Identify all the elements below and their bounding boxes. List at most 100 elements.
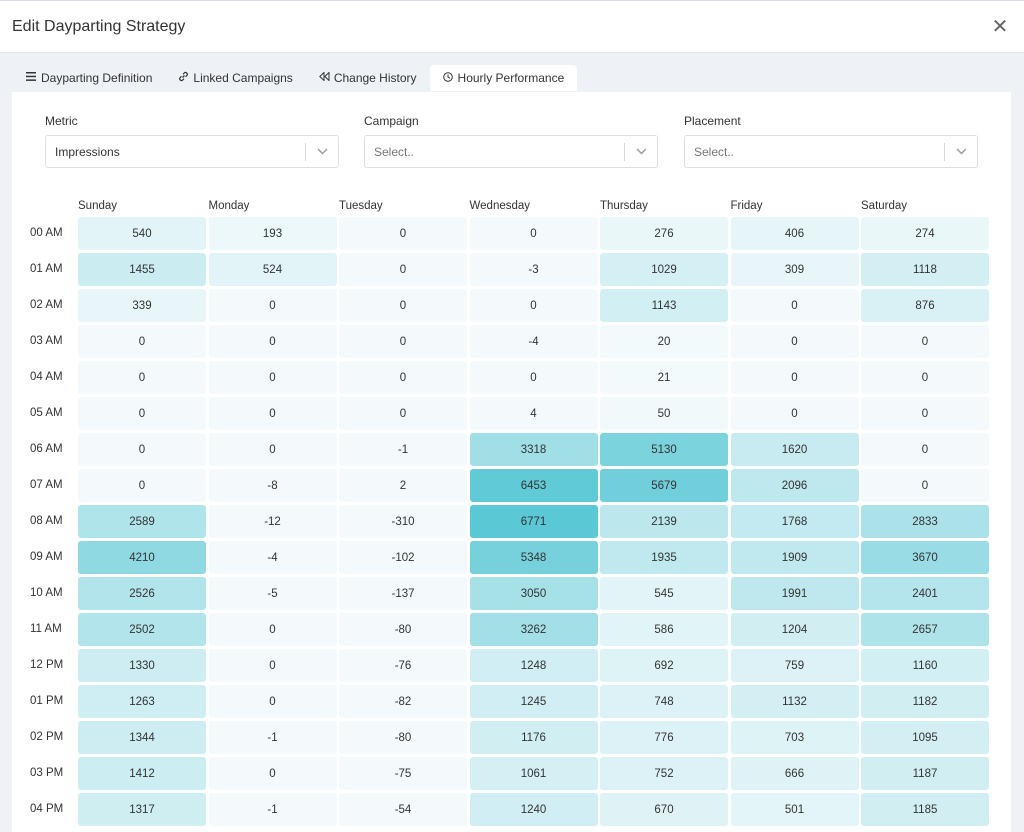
heatmap-cell: 0 <box>208 289 337 322</box>
menu-icon <box>26 72 36 84</box>
heatmap-cell: -80 <box>339 613 467 646</box>
heatmap-cell: 1935 <box>600 541 728 574</box>
heatmap-cell: 5348 <box>469 541 598 574</box>
heatmap-cell: 0 <box>339 289 467 322</box>
heatmap-cell: 276 <box>600 217 728 250</box>
heatmap-cell: 1185 <box>861 793 989 826</box>
heatmap-cell: 2833 <box>861 505 989 538</box>
heatmap-cell: 703 <box>730 721 859 754</box>
heatmap-cell: 0 <box>861 325 989 358</box>
heatmap-cell: 2096 <box>730 469 859 502</box>
heatmap-cell: 0 <box>469 289 598 322</box>
hour-label: 02 PM <box>30 731 64 743</box>
heatmap-cell: 524 <box>208 253 337 286</box>
campaign-label: Campaign <box>364 114 419 128</box>
heatmap-cell: 1118 <box>861 253 989 286</box>
metric-select[interactable]: Impressions <box>45 135 339 168</box>
close-icon[interactable]: ✕ <box>991 15 1009 38</box>
tab-label: Change History <box>333 71 417 85</box>
day-header-saturday: Saturday <box>861 200 908 212</box>
heatmap-cell: 0 <box>78 361 206 394</box>
heatmap-cell: -75 <box>339 757 467 790</box>
heatmap-cell: 2139 <box>600 505 728 538</box>
heatmap-cell: 0 <box>861 469 989 502</box>
heatmap-cell: 274 <box>861 217 989 250</box>
heatmap-cell: 5130 <box>600 433 728 466</box>
hour-label: 04 AM <box>30 371 63 383</box>
hour-label: 09 AM <box>30 551 63 563</box>
heatmap-cell: 0 <box>78 397 206 430</box>
placement-label: Placement <box>684 114 741 128</box>
heatmap-cell: -1 <box>208 793 337 826</box>
campaign-select[interactable]: Select.. <box>364 135 658 168</box>
hour-label: 01 PM <box>30 695 64 707</box>
heatmap-cell: -80 <box>339 721 467 754</box>
heatmap-cell: 1143 <box>600 289 728 322</box>
heatmap-cell: 0 <box>730 361 859 394</box>
tab-bar: Dayparting Definition Linked Campaigns C… <box>0 53 1024 91</box>
heatmap-cell: 0 <box>208 685 337 718</box>
modal-title: Edit Dayparting Strategy <box>12 17 186 35</box>
heatmap-cell: 1029 <box>600 253 728 286</box>
heatmap-cell: -5 <box>208 577 337 610</box>
tab-label: Hourly Performance <box>457 71 565 85</box>
heatmap-cell: -3 <box>469 253 598 286</box>
heatmap-cell: 0 <box>339 253 467 286</box>
hour-label: 00 AM <box>30 227 63 239</box>
heatmap-cell: 20 <box>600 325 728 358</box>
heatmap-cell: 1176 <box>469 721 598 754</box>
tab-change-history[interactable]: Change History <box>306 65 430 91</box>
heatmap-cell: 2401 <box>861 577 989 610</box>
hour-label: 02 AM <box>30 299 63 311</box>
day-header-friday: Friday <box>730 200 763 212</box>
hour-label: 03 PM <box>30 767 64 779</box>
heatmap-cell: 1991 <box>730 577 859 610</box>
heatmap-cell: 1768 <box>730 505 859 538</box>
heatmap-cell: 2657 <box>861 613 989 646</box>
heatmap-cell: 21 <box>600 361 728 394</box>
placement-filter: Placement Select.. <box>684 114 978 168</box>
metric-filter: Metric Impressions <box>45 114 339 168</box>
heatmap-cell: 1061 <box>469 757 598 790</box>
heatmap-cell: 1317 <box>78 793 206 826</box>
heatmap-cell: 0 <box>339 217 467 250</box>
heatmap-cell: -82 <box>339 685 467 718</box>
heatmap-cell: 3262 <box>469 613 598 646</box>
heatmap-cell: -102 <box>339 541 467 574</box>
heatmap-cell: 50 <box>600 397 728 430</box>
hour-label: 05 AM <box>30 407 63 419</box>
heatmap-cell: 0 <box>208 649 337 682</box>
placement-placeholder: Select.. <box>694 144 735 159</box>
heatmap-cell: 1412 <box>78 757 206 790</box>
heatmap-cell: 1344 <box>78 721 206 754</box>
heatmap-cell: 0 <box>208 433 337 466</box>
heatmap-cell: 406 <box>730 217 859 250</box>
day-header-wednesday: Wednesday <box>469 200 531 212</box>
heatmap-cell: -4 <box>469 325 598 358</box>
hour-label: 10 AM <box>30 587 63 599</box>
tab-linked-campaigns[interactable]: Linked Campaigns <box>165 65 305 91</box>
heatmap-cell: 6453 <box>469 469 598 502</box>
heatmap-cell: 0 <box>208 397 337 430</box>
tab-label: Dayparting Definition <box>41 71 153 85</box>
hour-label: 04 PM <box>30 803 64 815</box>
heatmap-cell: 0 <box>469 361 598 394</box>
heatmap-cell: -137 <box>339 577 467 610</box>
heatmap-cell: -8 <box>208 469 337 502</box>
heatmap-cell: 752 <box>600 757 728 790</box>
heatmap-cell: 309 <box>730 253 859 286</box>
day-header-monday: Monday <box>208 200 250 212</box>
chevron-down-icon <box>306 148 338 155</box>
heatmap-cell: 540 <box>78 217 206 250</box>
heatmap-cell: 0 <box>730 397 859 430</box>
placement-select[interactable]: Select.. <box>684 135 978 168</box>
tab-hourly-performance[interactable]: Hourly Performance <box>429 65 578 91</box>
heatmap-cell: 501 <box>730 793 859 826</box>
heatmap-cell: 0 <box>861 397 989 430</box>
tab-dayparting-definition[interactable]: Dayparting Definition <box>13 65 165 91</box>
hour-label: 03 AM <box>30 335 63 347</box>
heatmap-cell: 1909 <box>730 541 859 574</box>
heatmap-cell: 0 <box>730 289 859 322</box>
hour-label: 07 AM <box>30 479 63 491</box>
